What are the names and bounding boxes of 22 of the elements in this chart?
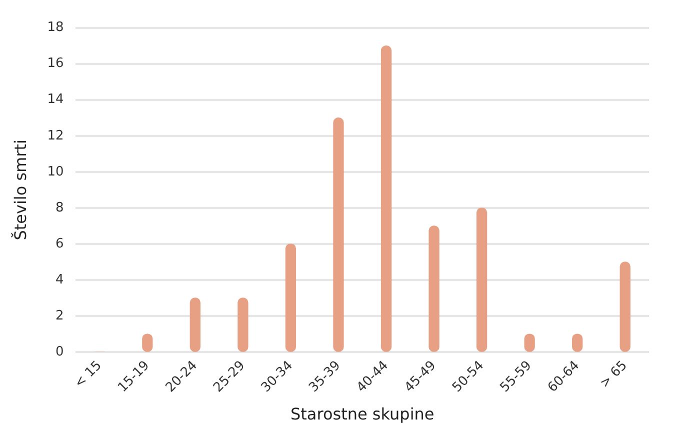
y-tick-label: 4: [55, 272, 64, 288]
bar: [190, 298, 200, 352]
y-tick-label: 12: [47, 128, 64, 144]
y-tick-label: 18: [47, 20, 64, 36]
x-tick-label: > 65: [597, 358, 630, 392]
y-tick-label: 6: [55, 236, 64, 252]
y-tick-label: 14: [47, 92, 64, 108]
bar: [238, 298, 248, 352]
bar: [428, 226, 440, 352]
bar: [285, 244, 296, 352]
bar: [620, 262, 630, 352]
bar: [476, 208, 488, 352]
y-tick-label: 0: [55, 344, 64, 360]
y-tick-label: 10: [47, 164, 64, 180]
x-axis-title: Starostne skupine: [290, 404, 434, 424]
x-tick-label: < 15: [72, 358, 105, 392]
y-tick-label: 2: [55, 308, 64, 324]
bar: [333, 118, 344, 352]
y-tick-label: 16: [47, 56, 64, 72]
bar: [380, 45, 392, 352]
y-tick-label: 8: [55, 200, 64, 216]
y-axis-title: Število smrti: [10, 140, 30, 240]
